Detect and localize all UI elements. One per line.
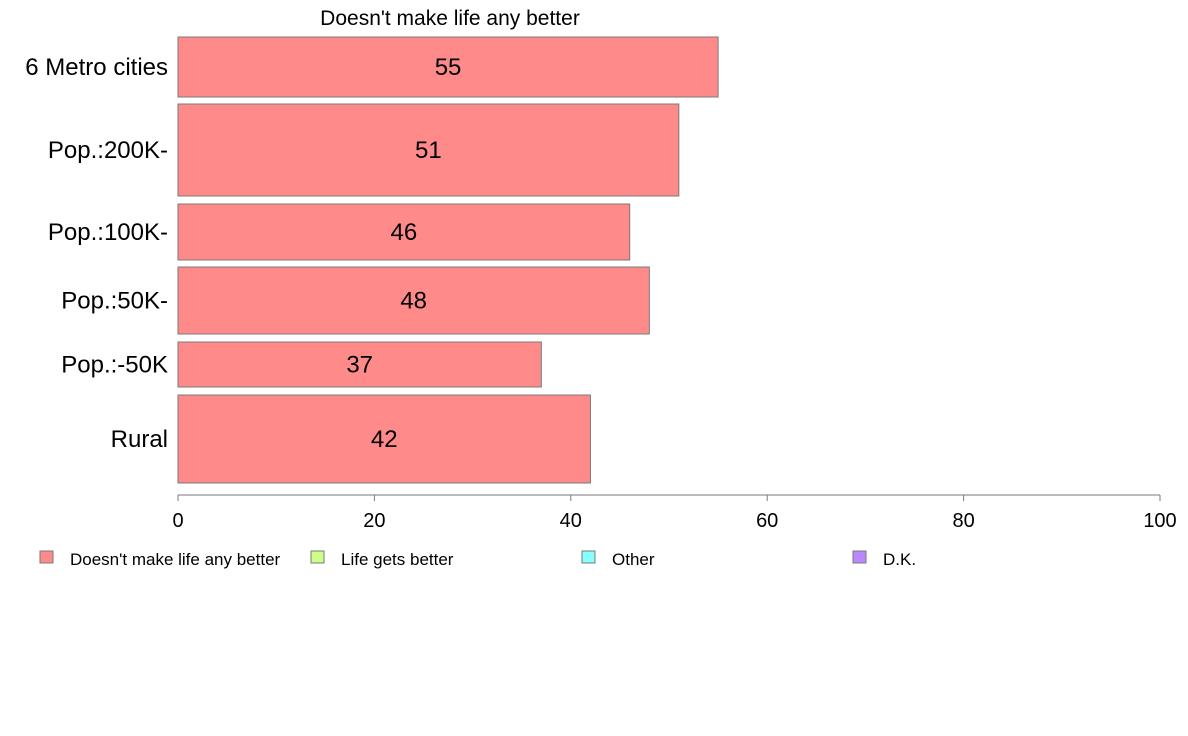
category-label-1: Pop.:200K- bbox=[48, 137, 168, 164]
legend-label-2: Other bbox=[612, 550, 655, 569]
category-label-2: Pop.:100K- bbox=[48, 219, 168, 246]
bar-1 bbox=[177, 103, 680, 197]
bar-4 bbox=[177, 341, 542, 388]
x-tick-label-0: 0 bbox=[172, 510, 183, 532]
data-label-5: 42 bbox=[371, 426, 398, 453]
chart-title: Doesn't make life any better bbox=[320, 7, 580, 30]
bar-2 bbox=[177, 203, 631, 261]
x-axis: 0 20 40 60 80 100 bbox=[172, 494, 1177, 532]
x-tick-label-2: 40 bbox=[560, 510, 582, 532]
x-tick-label-4: 80 bbox=[952, 510, 974, 532]
bar-5 bbox=[177, 394, 591, 484]
legend-swatch-2 bbox=[581, 550, 596, 564]
legend-swatch-3 bbox=[852, 550, 867, 564]
legend: Doesn't make life any better Life gets be… bbox=[39, 550, 916, 569]
category-label-3: Pop.:50K- bbox=[61, 288, 168, 315]
legend-label-3: D.K. bbox=[883, 550, 916, 569]
legend-label-1: Life gets better bbox=[341, 550, 454, 569]
x-tick-label-3: 60 bbox=[756, 510, 778, 532]
legend-label-0: Doesn't make life any better bbox=[70, 550, 281, 569]
bar-3 bbox=[177, 266, 650, 335]
legend-swatch-1 bbox=[310, 550, 325, 564]
category-label-5: Rural bbox=[111, 426, 168, 453]
data-label-4: 37 bbox=[346, 352, 373, 379]
x-tick-label-5: 100 bbox=[1143, 510, 1176, 532]
bars-group: 55 6 Metro cities 51 Pop.:200K- 46 Pop.:100K-… bbox=[25, 36, 719, 484]
legend-swatch-0 bbox=[39, 550, 54, 564]
x-tick-label-1: 20 bbox=[363, 510, 385, 532]
data-label-1: 51 bbox=[415, 137, 442, 164]
data-label-3: 48 bbox=[400, 288, 427, 315]
category-label-4: Pop.:-50K bbox=[61, 352, 168, 379]
data-label-0: 55 bbox=[435, 54, 462, 81]
data-label-2: 46 bbox=[391, 219, 418, 246]
bar-0 bbox=[177, 36, 719, 98]
category-label-0: 6 Metro cities bbox=[25, 54, 168, 81]
